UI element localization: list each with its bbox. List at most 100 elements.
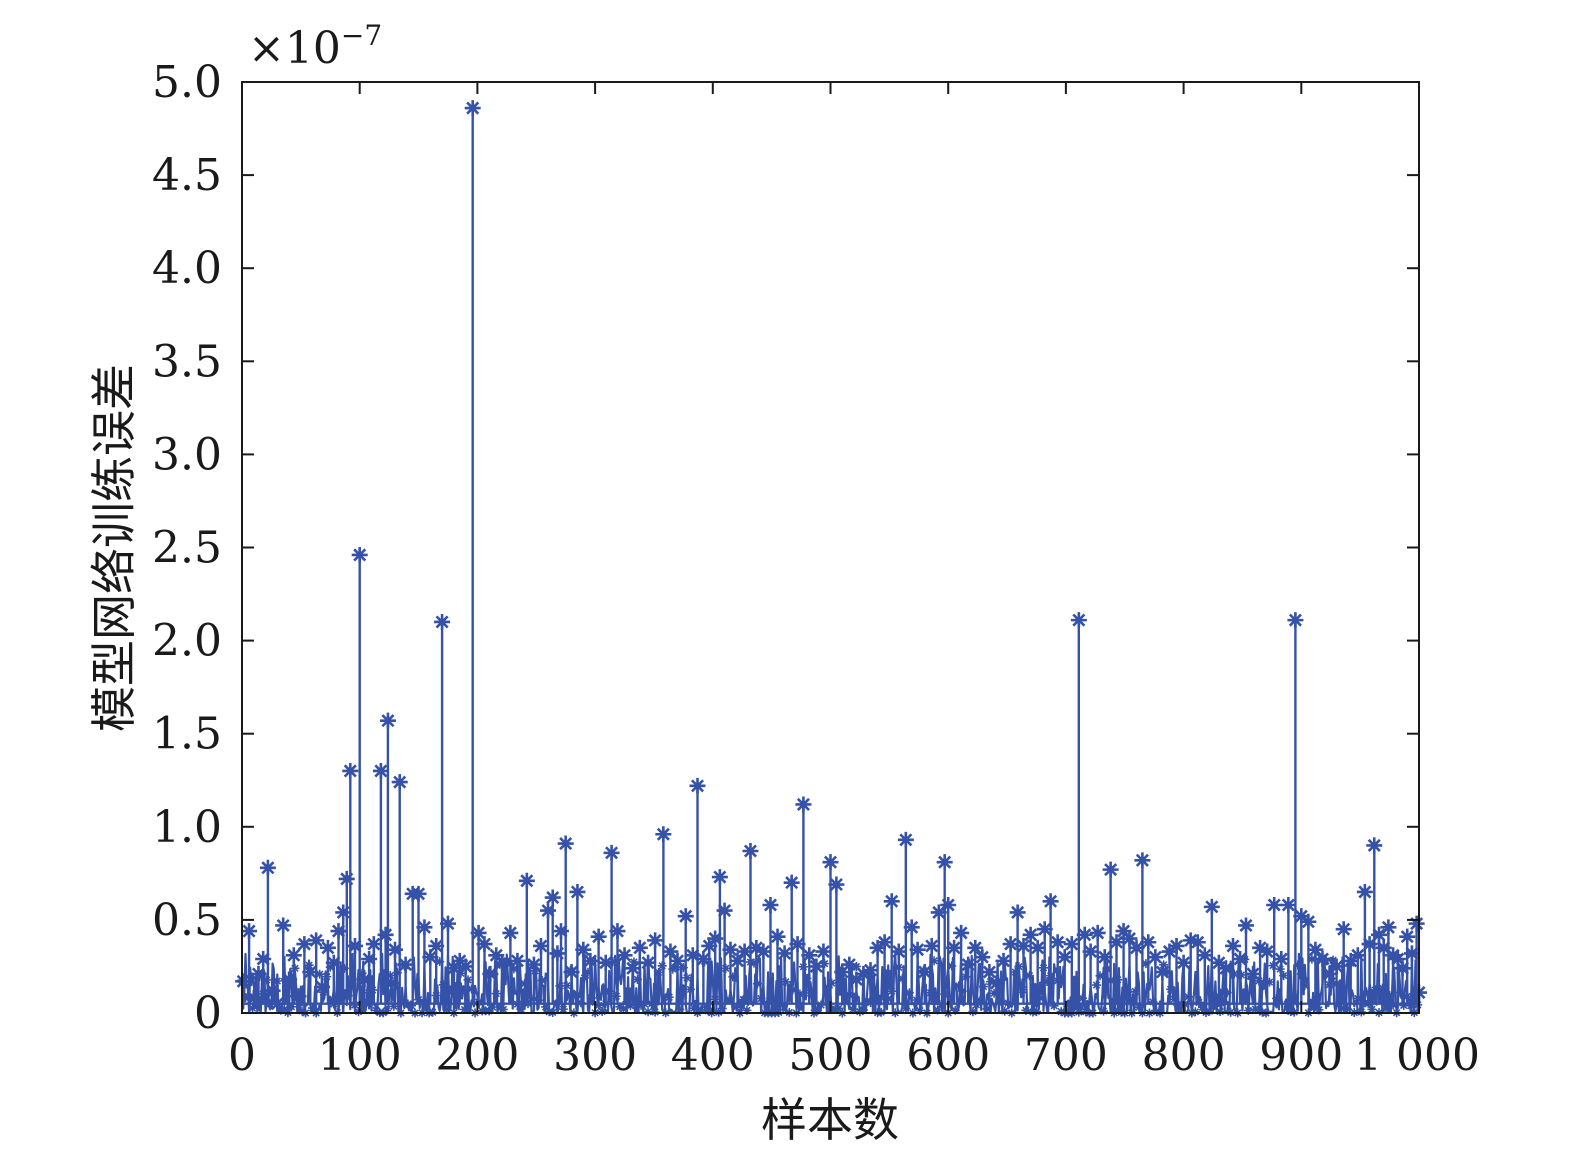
noise-marker: [848, 1004, 858, 1014]
noise-marker: [830, 1004, 840, 1014]
noise-marker: [1406, 1001, 1416, 1011]
data-point-marker: [518, 872, 535, 889]
data-point-marker: [762, 897, 779, 914]
noise-marker: [1031, 1007, 1041, 1017]
data-point-marker: [1225, 937, 1242, 954]
data-point-marker: [235, 973, 252, 990]
data-point-marker: [1189, 934, 1206, 951]
data-point-marker: [953, 924, 970, 941]
data-point-marker: [383, 975, 400, 992]
noise-marker: [336, 993, 346, 1003]
data-point-marker: [308, 932, 325, 949]
data-point-marker: [532, 937, 549, 954]
data-point-marker: [936, 854, 953, 871]
noise-marker: [1250, 1004, 1260, 1014]
data-point-marker: [342, 762, 359, 779]
data-point-marker: [488, 947, 505, 964]
data-point-marker: [377, 926, 394, 943]
noise-marker: [1310, 1002, 1320, 1012]
noise-marker: [1307, 954, 1317, 964]
noise-marker: [982, 1004, 992, 1014]
data-point-marker: [1356, 883, 1373, 900]
noise-marker: [904, 988, 914, 998]
noise-marker: [795, 989, 805, 999]
noise-marker: [1148, 997, 1158, 1007]
data-point-marker: [1203, 898, 1220, 915]
data-point-marker: [669, 952, 686, 969]
noise-marker: [834, 1003, 844, 1013]
noise-marker: [583, 967, 593, 977]
data-point-marker: [557, 835, 574, 852]
noise-marker: [594, 1000, 604, 1010]
data-point-marker: [1394, 960, 1411, 977]
data-point-marker: [1115, 923, 1132, 940]
data-point-marker: [1314, 951, 1331, 968]
data-point-marker: [1196, 947, 1213, 964]
data-point-marker: [897, 831, 914, 848]
data-point-marker: [372, 762, 389, 779]
noise-marker: [509, 964, 519, 974]
y-multiplier-base: ×10: [248, 23, 341, 74]
data-point-marker: [946, 939, 963, 956]
noise-marker: [968, 1007, 978, 1017]
data-point-marker: [1361, 936, 1378, 953]
data-point-marker: [1175, 954, 1192, 971]
y-tick-labels: 0 0.5 1.0 1.5 2.0 2.5 3.0 3.5 4.0 4.5 5.0: [152, 57, 222, 1039]
data-point-marker: [391, 774, 408, 791]
data-point-marker: [769, 928, 786, 945]
noise-marker: [286, 1002, 296, 1012]
axis-ticks: [241, 81, 1420, 1014]
data-point-marker: [1096, 949, 1113, 966]
noise-marker: [1335, 982, 1345, 992]
data-point-marker: [387, 941, 404, 958]
data-point-marker: [569, 883, 586, 900]
data-point-marker: [616, 947, 633, 964]
data-point-marker: [783, 874, 800, 891]
data-point-marker: [988, 975, 1005, 992]
noise-marker: [915, 1006, 925, 1016]
noise-marker: [728, 972, 738, 982]
plot-area: [235, 100, 1427, 1018]
noise-marker: [1265, 977, 1275, 987]
noise-marker: [456, 968, 466, 978]
y-multiplier-label: ×10−7: [248, 19, 382, 74]
noise-marker: [622, 997, 632, 1007]
noise-marker: [1194, 997, 1204, 1007]
data-point-marker: [1237, 917, 1254, 934]
noise-marker: [272, 976, 282, 986]
noise-marker: [855, 1007, 865, 1017]
noise-marker: [650, 1007, 660, 1017]
noise-marker: [558, 1004, 568, 1014]
data-point-marker: [1063, 936, 1080, 953]
data-point-marker: [245, 990, 262, 1007]
data-point-marker: [655, 826, 672, 843]
noise-marker: [851, 961, 861, 971]
data-point-marker: [684, 947, 701, 964]
noise-marker: [675, 1004, 685, 1014]
data-point-marker: [1108, 934, 1125, 951]
data-point-marker: [502, 924, 519, 941]
data-point-marker: [1403, 945, 1420, 962]
noise-marker: [1367, 1004, 1377, 1014]
noise-marker: [883, 994, 893, 1004]
noise-marker: [1056, 1007, 1066, 1017]
noise-marker: [357, 968, 367, 978]
data-point-marker: [742, 843, 759, 860]
noise-marker: [1035, 993, 1045, 1003]
noise-marker: [1173, 1000, 1183, 1010]
data-point-marker: [974, 949, 991, 966]
noise-marker: [975, 995, 985, 1005]
data-point-marker: [302, 964, 319, 981]
data-point-marker: [552, 923, 569, 940]
noise-marker: [1342, 1004, 1352, 1014]
noise-marker: [858, 1005, 868, 1015]
data-point-marker: [677, 908, 694, 925]
noise-marker: [1070, 975, 1080, 985]
y-tick-label: 3.5: [152, 336, 222, 387]
noise-marker: [1102, 964, 1112, 974]
series-0: [235, 100, 1427, 1012]
noise-marker: [1204, 1006, 1214, 1016]
data-point-marker: [689, 777, 706, 794]
noise-marker: [632, 974, 642, 984]
